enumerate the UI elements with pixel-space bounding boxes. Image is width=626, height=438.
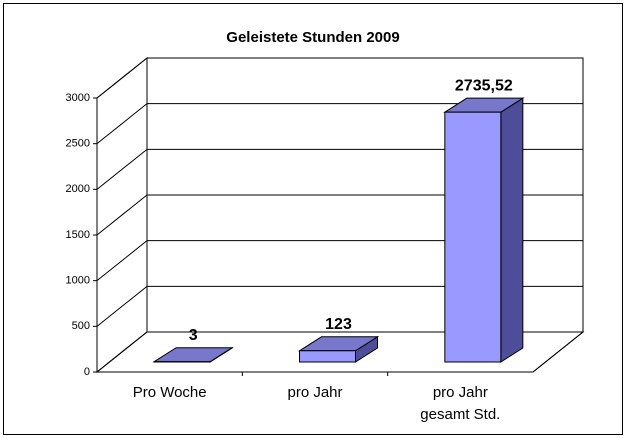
grid-line	[96, 331, 148, 373]
y-tick-label: 1500	[66, 229, 90, 241]
bar-side	[500, 97, 524, 363]
y-tick-label: 3000	[66, 92, 90, 104]
bar	[299, 350, 356, 363]
chart-title: Geleistete Stunden 2009	[226, 29, 399, 46]
data-label: 3	[189, 327, 198, 344]
y-tick-label: 1000	[66, 275, 90, 287]
grid-line	[96, 148, 148, 190]
grid-line	[96, 103, 148, 145]
data-label: 2735,52	[455, 77, 513, 94]
y-tick-label: 500	[72, 320, 90, 332]
grid-line	[96, 285, 148, 327]
bar	[444, 111, 502, 363]
grid-line	[96, 240, 148, 282]
x-tick-label: Pro Woche	[133, 384, 207, 401]
grid-line	[96, 194, 148, 236]
y-tick-label: 2000	[66, 183, 90, 195]
data-label: 123	[325, 316, 352, 333]
x-tick-label: pro Jahr gesamt Std.	[420, 384, 500, 423]
y-tick-label: 0	[84, 366, 90, 378]
floor-edge	[532, 331, 584, 373]
x-tick-label: pro Jahr	[287, 384, 342, 401]
y-tick-label: 2500	[66, 138, 90, 150]
grid-line	[96, 57, 148, 99]
